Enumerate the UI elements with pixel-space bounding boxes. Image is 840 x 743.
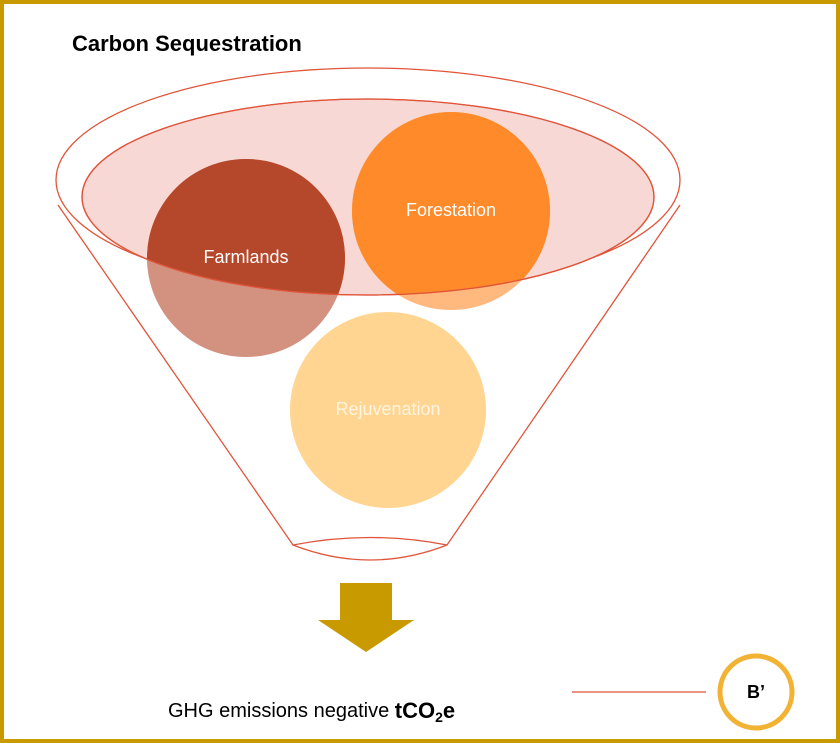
result-label: GHG emissions negative (168, 700, 389, 722)
arrow (318, 583, 414, 652)
badge (717, 653, 795, 731)
circle-forestation (352, 112, 550, 310)
unit: tCO (395, 698, 435, 723)
circle-farmlands (147, 159, 345, 357)
circle-rejuvenation (290, 312, 486, 508)
circle-label: Rejuvenation (335, 399, 440, 419)
unit-sub: 2 (435, 709, 443, 725)
circle-label: Farmlands (203, 247, 288, 267)
title: Carbon Sequestration (72, 31, 302, 56)
unit-end: e (443, 698, 455, 723)
result-text: GHG emissions negative tCO2e (168, 698, 455, 725)
funnel-mouth-edge (81, 98, 655, 296)
badge-label: B’ (747, 682, 765, 702)
circle-label: Forestation (406, 200, 496, 220)
